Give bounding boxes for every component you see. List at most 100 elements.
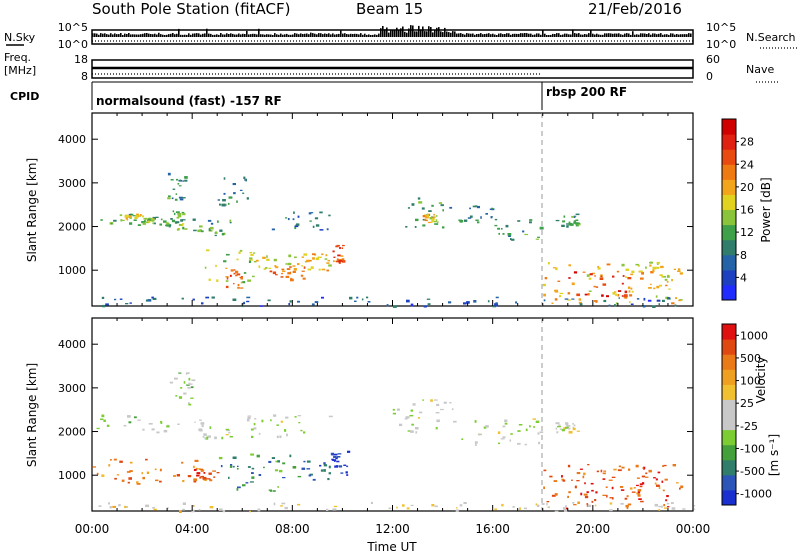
velocity-cell (124, 505, 127, 509)
power-cell (199, 225, 203, 228)
y-tick-label: 4000 (58, 338, 86, 351)
power-cell (201, 302, 204, 305)
power-cell (181, 223, 185, 225)
power-cell (341, 247, 344, 249)
velocity-cell (573, 424, 576, 427)
power-cell (650, 283, 652, 286)
power-cell (597, 267, 601, 270)
velocity-cell (573, 504, 577, 506)
velocity-cell (671, 507, 676, 510)
nave-label: Nave (746, 63, 774, 76)
velocity-cell (169, 381, 174, 384)
power-cell (328, 264, 332, 267)
nsky-bar (460, 33, 462, 37)
power-cell (566, 223, 569, 225)
velocity-cell (301, 467, 306, 470)
velocity-cell (572, 426, 575, 429)
velocity-cell (643, 468, 645, 470)
velocity-cell (558, 424, 561, 426)
nsky-bar (306, 33, 308, 37)
velocity-cell (336, 460, 340, 463)
nsky-bar (176, 33, 178, 37)
station-title: South Pole Station (fitACF) (92, 0, 290, 18)
power-cell (197, 229, 201, 233)
nsky-bar (430, 27, 432, 37)
nsky-bar (614, 33, 616, 37)
nsky-bar (236, 34, 238, 37)
nsky-bar (640, 33, 642, 37)
velocity-cell (637, 494, 641, 497)
velocity-cell (435, 427, 438, 430)
velocity-cell (565, 422, 569, 425)
power-cell (170, 218, 173, 220)
velocity-cell (538, 441, 541, 445)
power-cell (466, 301, 470, 304)
velocity-cell (229, 435, 233, 438)
velocity-cell (679, 487, 681, 490)
power-cell (309, 220, 312, 222)
velocity-cell (220, 465, 223, 468)
power-cell (229, 219, 232, 222)
power-cell (258, 265, 261, 268)
velocity-cell (498, 442, 501, 445)
nsky-bar (434, 29, 436, 37)
colorbar-tick-label: 4 (740, 271, 747, 284)
velocity-cell (112, 505, 116, 508)
nsky-bar (554, 34, 556, 37)
nsky-bar (116, 34, 118, 37)
power-cell (656, 285, 660, 289)
power-cell (625, 276, 628, 278)
power-cell (630, 273, 634, 276)
power-cell (167, 197, 171, 200)
power-cell (495, 302, 498, 305)
velocity-cell (572, 427, 576, 431)
nsky-bar (650, 34, 652, 37)
power-cell (114, 298, 117, 301)
nsky-bar (660, 33, 662, 37)
power-cell (495, 296, 499, 299)
power-cell (579, 303, 583, 306)
nsky-bar (558, 33, 560, 37)
nsky-bar (210, 33, 212, 37)
nsky-bar (202, 33, 204, 37)
velocity-cell (576, 430, 580, 432)
velocity-cell (639, 483, 643, 486)
velocity-cell (96, 427, 100, 430)
power-cell (573, 271, 578, 274)
power-cell (423, 305, 427, 308)
power-cell (424, 218, 427, 221)
nsky-bar (292, 34, 294, 37)
colorbar-swatch (722, 149, 736, 165)
nsky-bar (134, 34, 136, 37)
power-cell (476, 205, 480, 209)
power-cell (148, 220, 151, 223)
velocity-cell (229, 465, 232, 468)
nsky-bar (366, 34, 368, 37)
velocity-cell (206, 436, 209, 440)
power-cell (294, 225, 299, 228)
nsky-bar (194, 33, 196, 37)
power-cell (492, 305, 496, 308)
power-cell (180, 219, 184, 222)
power-cell (433, 221, 436, 223)
nsky-bar (400, 28, 402, 37)
velocity-cell (410, 430, 414, 433)
nsky-panel: N.Sky 10^5 10^0 10^5 10^0 N.Search (4, 21, 798, 51)
nsky-bar (388, 32, 390, 37)
power-cell (211, 296, 215, 299)
nsky-bar (238, 33, 240, 37)
velocity-cell (346, 474, 349, 476)
nsky-bar (600, 34, 602, 37)
nsky-bar (606, 33, 608, 37)
velocity-cell (543, 486, 545, 490)
power-cell (544, 277, 548, 280)
power-cell (286, 268, 291, 270)
velocity-cell (213, 476, 216, 478)
velocity-cell (268, 489, 271, 491)
nsky-bar (264, 34, 266, 37)
power-cell (303, 253, 308, 256)
nsky-bar (174, 34, 176, 37)
nsky-bar (508, 33, 510, 37)
power-cell (312, 253, 316, 256)
nsky-bar (436, 27, 438, 37)
